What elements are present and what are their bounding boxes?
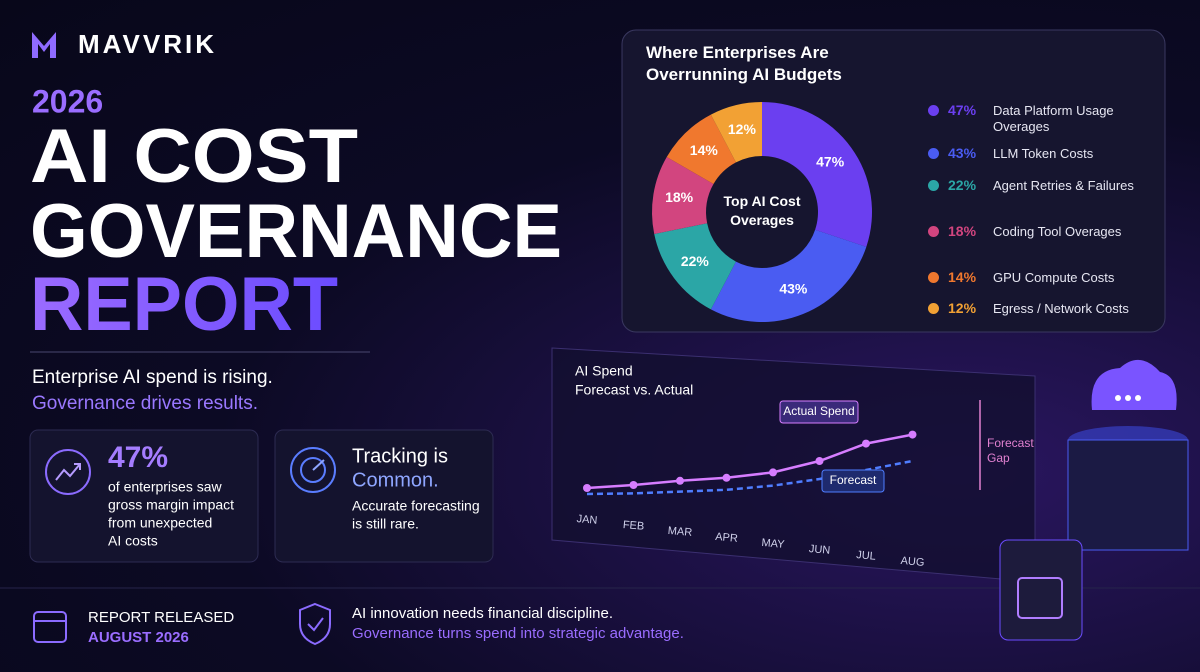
series-line xyxy=(586,433,913,490)
year: 2026 xyxy=(32,83,103,119)
icon xyxy=(312,459,325,471)
legend-value: 12% xyxy=(948,300,977,316)
legend-label: Data Platform Usage Overages xyxy=(993,103,1114,134)
card-stat: 47% xyxy=(108,441,168,474)
shield-icon xyxy=(299,602,331,646)
legend-value: 22% xyxy=(948,177,977,193)
icon xyxy=(55,463,81,481)
card-text: AI costs xyxy=(108,533,158,549)
legend-dot xyxy=(928,148,939,159)
slice-label: 22% xyxy=(681,253,710,269)
legend-dot xyxy=(928,105,939,116)
pie-slice xyxy=(666,114,736,184)
release-label: REPORT RELEASED xyxy=(88,609,234,626)
title-line: REPORT xyxy=(30,262,338,347)
cloud xyxy=(1091,359,1177,410)
legend-dot xyxy=(928,180,939,191)
card-accent: Common. xyxy=(352,469,439,491)
legend-dot xyxy=(928,226,939,237)
pie-title: Where Enterprises Are Overrunning AI Bud… xyxy=(646,43,842,84)
tagline: Enterprise AI spend is rising. xyxy=(32,367,273,388)
release-date: AUGUST 2026 xyxy=(88,629,189,646)
x-tick-label: MAR xyxy=(667,525,692,539)
tagline-accent: Governance drives results. xyxy=(32,393,258,414)
line-subtitle: Forecast vs. Actual xyxy=(575,382,693,398)
pie-slice xyxy=(654,223,736,310)
card xyxy=(29,429,259,563)
card-heading: Tracking is xyxy=(352,445,448,467)
slice-label: 18% xyxy=(665,189,694,205)
series-label: Forecast xyxy=(830,473,877,487)
icon xyxy=(300,457,326,483)
card-text: of enterprises saw xyxy=(108,479,222,495)
x-tick-label: JUN xyxy=(808,543,830,557)
pie-slice xyxy=(762,102,872,247)
pie-center-label: Top AI Cost Overages xyxy=(723,193,801,228)
chip xyxy=(1017,577,1063,619)
title-line: GOVERNANCE xyxy=(30,189,562,274)
x-tick-label: APR xyxy=(715,531,739,545)
logo-mark xyxy=(32,32,56,58)
pie-slice xyxy=(651,157,714,235)
card-text: gross margin impact xyxy=(108,497,234,513)
legend-label: Egress / Network Costs xyxy=(993,301,1129,316)
legend-label: LLM Token Costs xyxy=(993,146,1094,161)
card xyxy=(274,429,494,563)
x-tick-label: AUG xyxy=(900,555,925,569)
point xyxy=(629,481,638,489)
legend-value: 14% xyxy=(948,269,977,285)
cloud xyxy=(1125,395,1131,401)
point xyxy=(908,430,917,439)
brand: MAVVRIK xyxy=(78,29,217,59)
slice-label: 47% xyxy=(816,154,845,170)
legend-value: 47% xyxy=(948,102,977,118)
footer-message: AI innovation needs financial discipline… xyxy=(352,605,613,622)
line-title: AI Spend xyxy=(575,363,633,379)
card-text: Accurate forecasting xyxy=(352,498,480,514)
pie-slice xyxy=(710,229,867,323)
legend-label: Coding Tool Overages xyxy=(993,224,1122,239)
server xyxy=(1067,439,1189,551)
chip-box xyxy=(999,539,1083,641)
point xyxy=(769,468,777,477)
slice-label: 12% xyxy=(728,121,757,137)
card-text: is still rare. xyxy=(352,516,419,532)
cloud xyxy=(1115,395,1121,401)
point xyxy=(862,439,870,448)
icon xyxy=(45,449,91,495)
annotation: Forecast Gap xyxy=(987,436,1034,465)
point xyxy=(722,473,731,482)
x-tick-label: JUL xyxy=(856,549,877,563)
legend-value: 18% xyxy=(948,223,977,239)
footer-accent: Governance turns spend into strategic ad… xyxy=(352,625,684,642)
x-tick-label: JAN xyxy=(576,513,598,527)
point xyxy=(815,457,824,465)
series-label: Actual Spend xyxy=(783,404,854,418)
pie-slice xyxy=(710,102,762,163)
icon xyxy=(290,447,336,493)
slice-label: 14% xyxy=(690,142,719,158)
legend-dot xyxy=(928,272,939,283)
x-tick-label: MAY xyxy=(761,537,786,551)
title-line: AI COST xyxy=(30,114,358,199)
slice-label: 43% xyxy=(779,281,808,297)
x-tick-label: FEB xyxy=(622,519,644,533)
legend-label: GPU Compute Costs xyxy=(993,270,1115,285)
legend-value: 43% xyxy=(948,145,977,161)
card-text: from unexpected xyxy=(108,515,212,531)
legend-label: Agent Retries & Failures xyxy=(993,178,1134,193)
shield-icon xyxy=(307,617,324,632)
calendar-icon xyxy=(33,611,67,643)
point xyxy=(676,476,684,485)
label-box xyxy=(821,469,885,493)
legend-dot xyxy=(928,303,939,314)
point xyxy=(583,484,591,492)
label-box xyxy=(779,400,859,424)
cloud xyxy=(1135,395,1141,401)
